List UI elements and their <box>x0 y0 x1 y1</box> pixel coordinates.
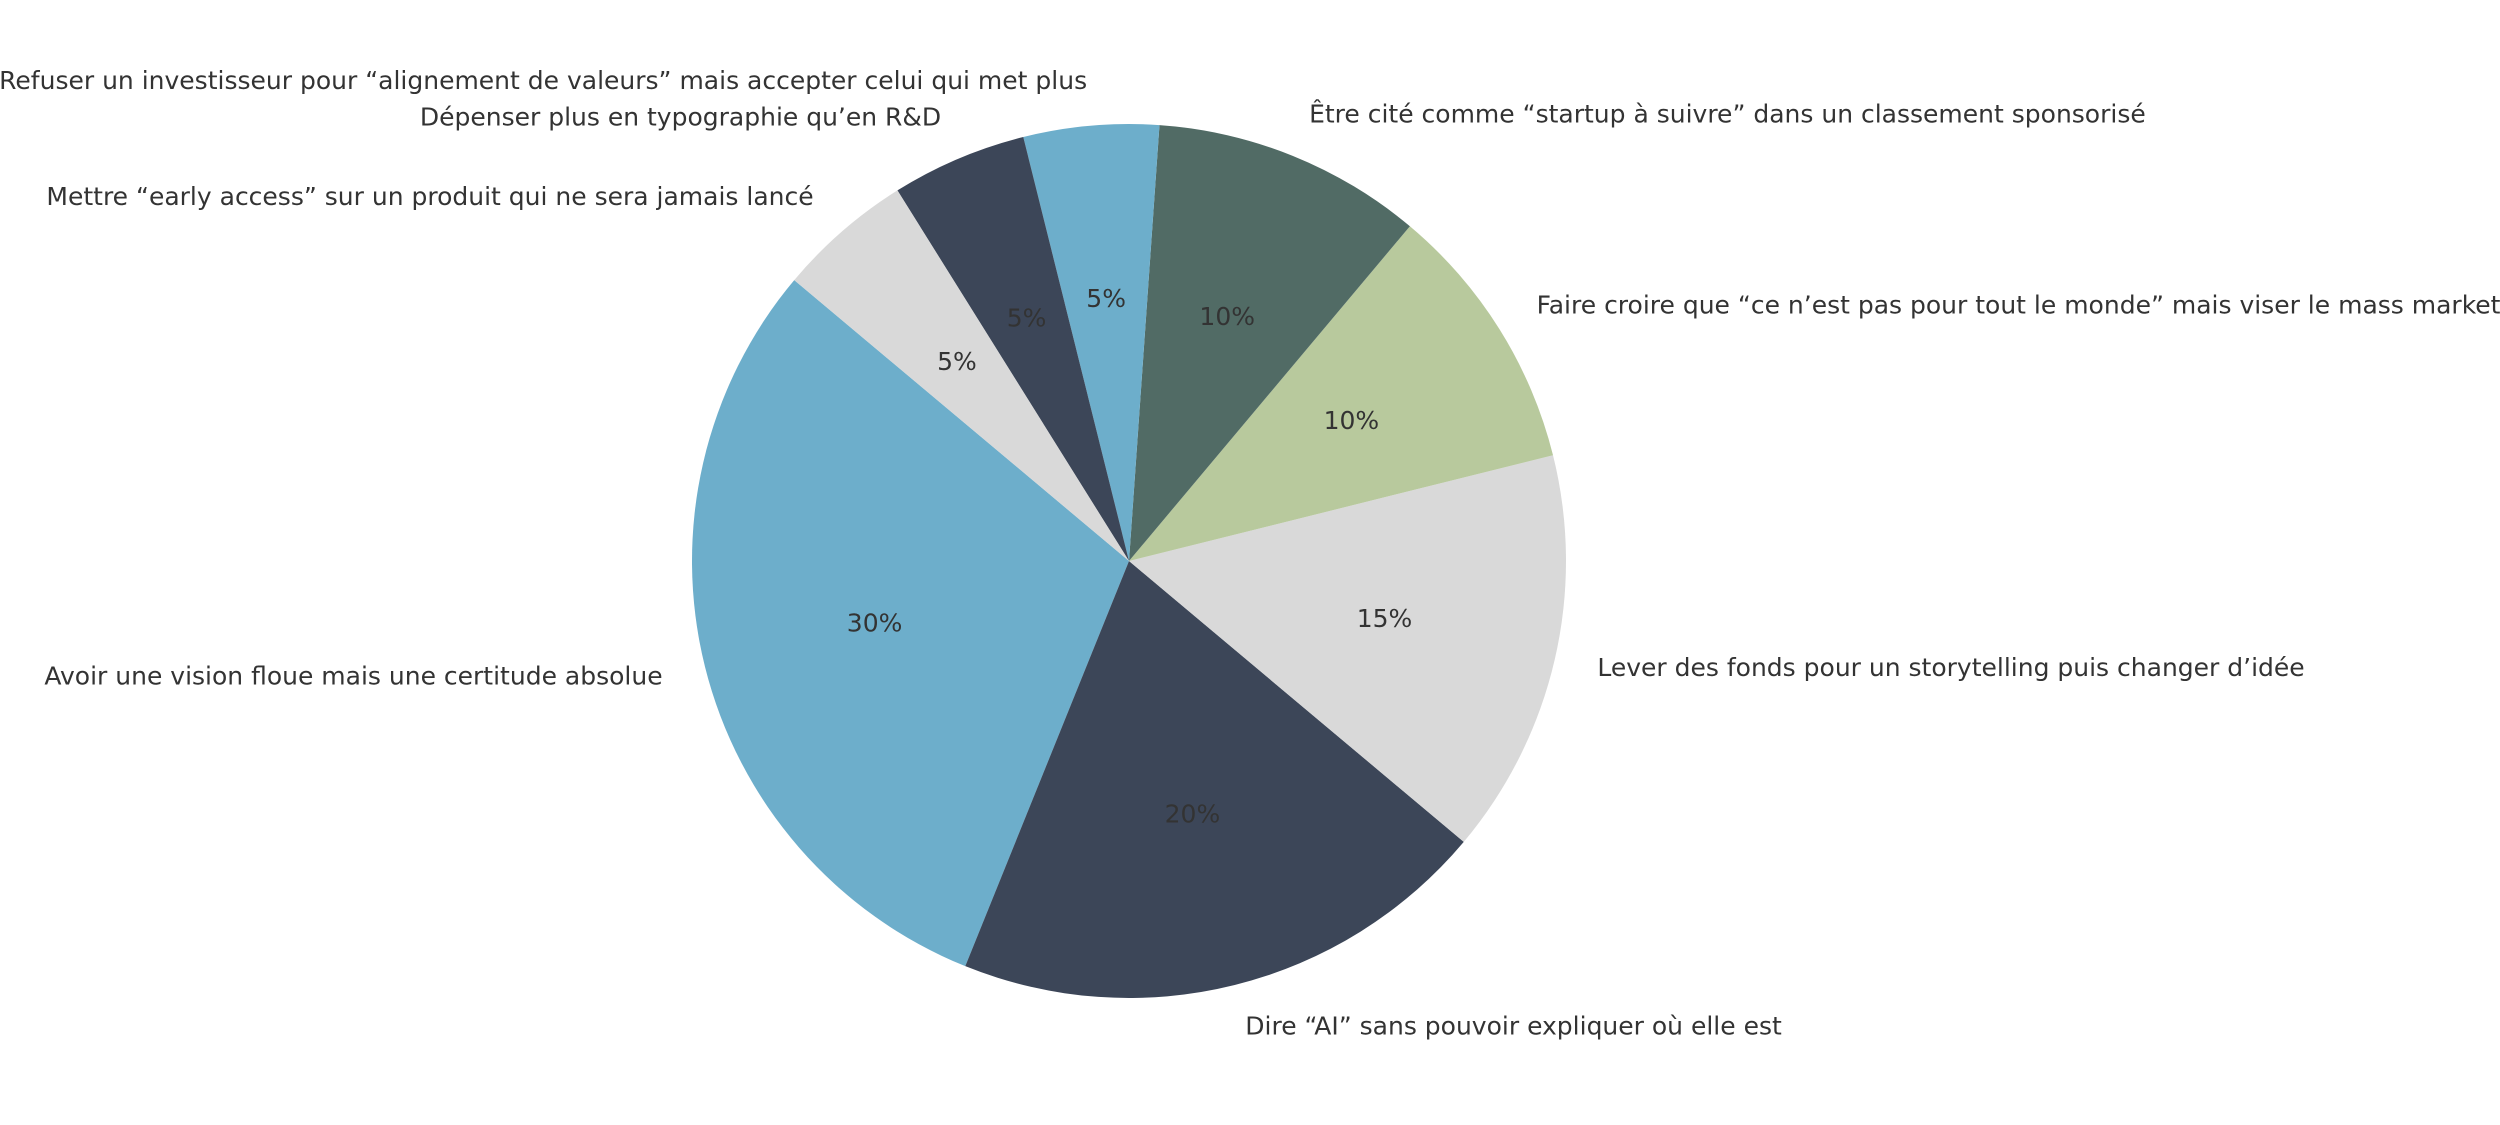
value-label: 10% <box>1324 406 1380 435</box>
slice-label: Mettre “early access” sur un produit qui… <box>46 182 813 211</box>
slice-label: Faire croire que “ce n’est pas pour tout… <box>1537 290 2500 319</box>
pie-slice <box>1129 226 1554 561</box>
value-label: 15% <box>1357 604 1413 633</box>
pie-slice <box>794 190 1129 561</box>
slice-label: Avoir une vision floue mais une certitud… <box>44 661 662 690</box>
value-label: 5% <box>937 347 977 376</box>
pie-slice <box>1129 125 1410 561</box>
pie-slice <box>1129 455 1566 842</box>
value-label: 30% <box>847 608 903 637</box>
value-label: 10% <box>1199 302 1255 331</box>
pie-slice <box>965 561 1464 998</box>
slice-label: Lever des fonds pour un storytelling pui… <box>1597 653 2304 682</box>
pie-slice <box>1023 123 1160 561</box>
pie-slice <box>897 136 1129 561</box>
value-label: 20% <box>1165 799 1221 828</box>
value-label: 5% <box>1086 284 1126 313</box>
slice-label: Refuser un investisseur pour “alignement… <box>0 66 1087 95</box>
pie-slice <box>692 280 1129 967</box>
slice-label: Dire “AI” sans pouvoir expliquer où elle… <box>1245 1011 1782 1040</box>
value-label: 5% <box>1007 304 1047 333</box>
slice-label: Être cité comme “startup à suivre” dans … <box>1309 99 2146 128</box>
slice-label: Dépenser plus en typographie qu’en R&D <box>420 103 941 132</box>
